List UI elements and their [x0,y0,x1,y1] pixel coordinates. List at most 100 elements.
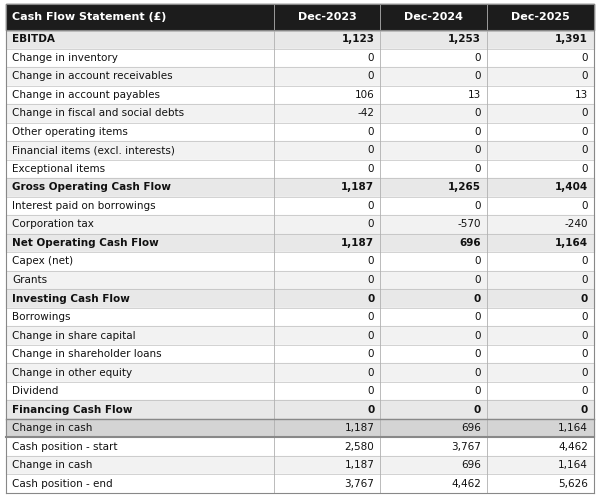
Text: 0: 0 [368,275,374,285]
Text: 0: 0 [367,294,374,304]
Text: 0: 0 [368,386,374,396]
Text: Corporation tax: Corporation tax [12,220,94,230]
Text: 0: 0 [475,164,481,174]
Text: 0: 0 [368,312,374,322]
Bar [6,289,594,308]
Text: 0: 0 [581,275,588,285]
Bar [6,160,594,178]
Text: Dec-2025: Dec-2025 [511,12,570,22]
Text: 0: 0 [368,256,374,266]
Text: 1,187: 1,187 [344,460,374,470]
Text: 0: 0 [474,405,481,414]
Text: 3,767: 3,767 [344,479,374,489]
Text: 696: 696 [461,423,481,433]
Text: Gross Operating Cash Flow: Gross Operating Cash Flow [12,182,171,192]
Text: 1,391: 1,391 [555,34,588,44]
Text: 696: 696 [460,238,481,248]
Text: Cash position - end: Cash position - end [12,479,113,489]
Bar [6,308,594,327]
Text: 0: 0 [581,146,588,156]
Text: 0: 0 [581,331,588,340]
Text: Net Operating Cash Flow: Net Operating Cash Flow [12,238,159,248]
Text: Cash position - start: Cash position - start [12,442,118,452]
Text: -240: -240 [565,220,588,230]
Text: 0: 0 [581,386,588,396]
Text: 0: 0 [581,349,588,359]
Text: Change in share capital: Change in share capital [12,331,136,340]
Bar [6,123,594,141]
Text: 0: 0 [581,368,588,378]
Text: 1,187: 1,187 [341,182,374,192]
Text: 0: 0 [475,146,481,156]
Text: Cash Flow Statement (£): Cash Flow Statement (£) [12,12,166,22]
Text: 1,123: 1,123 [341,34,374,44]
Bar [6,49,594,67]
Text: 0: 0 [581,127,588,137]
Text: Dividend: Dividend [12,386,58,396]
Bar [6,363,594,382]
Text: 0: 0 [368,53,374,63]
Bar [6,382,594,401]
Text: 0: 0 [475,71,481,82]
Text: Exceptional items: Exceptional items [12,164,105,174]
Bar [6,234,594,252]
Text: Change in fiscal and social debts: Change in fiscal and social debts [12,108,184,118]
Text: 0: 0 [581,108,588,118]
Text: Change in account receivables: Change in account receivables [12,71,173,82]
Text: 0: 0 [475,386,481,396]
Text: Other operating items: Other operating items [12,127,128,137]
Text: 0: 0 [581,53,588,63]
Text: Change in cash: Change in cash [12,423,92,433]
Text: 2,580: 2,580 [344,442,374,452]
Bar [6,327,594,345]
Text: 0: 0 [581,405,588,414]
Text: 1,164: 1,164 [558,423,588,433]
Text: Investing Cash Flow: Investing Cash Flow [12,294,130,304]
Bar [6,197,594,215]
Bar [6,85,594,104]
Bar [6,437,594,456]
Bar [6,419,594,437]
Text: 0: 0 [475,108,481,118]
Bar [6,401,594,419]
Text: Change in account payables: Change in account payables [12,90,160,100]
Text: 1,265: 1,265 [448,182,481,192]
Text: -570: -570 [458,220,481,230]
Text: 0: 0 [475,331,481,340]
Text: 13: 13 [468,90,481,100]
Text: 4,462: 4,462 [558,442,588,452]
Text: -42: -42 [358,108,374,118]
Bar [6,271,594,289]
Text: Financial items (excl. interests): Financial items (excl. interests) [12,146,175,156]
Text: 0: 0 [475,201,481,211]
Bar [6,456,594,475]
Text: Borrowings: Borrowings [12,312,71,322]
Bar [6,141,594,160]
Bar [6,30,594,49]
Text: 1,253: 1,253 [448,34,481,44]
Text: Interest paid on borrowings: Interest paid on borrowings [12,201,155,211]
Text: Financing Cash Flow: Financing Cash Flow [12,405,133,414]
Text: 0: 0 [581,256,588,266]
Text: 0: 0 [474,294,481,304]
Text: 0: 0 [368,71,374,82]
Text: Grants: Grants [12,275,47,285]
Text: 4,462: 4,462 [451,479,481,489]
Text: Dec-2024: Dec-2024 [404,12,463,22]
Text: 0: 0 [368,127,374,137]
Text: 0: 0 [475,275,481,285]
Text: 0: 0 [368,220,374,230]
Text: Capex (net): Capex (net) [12,256,73,266]
Text: 0: 0 [368,349,374,359]
Text: Dec-2023: Dec-2023 [298,12,356,22]
Bar [6,178,594,197]
Bar [6,252,594,271]
Text: 0: 0 [367,405,374,414]
Text: 106: 106 [355,90,374,100]
Bar [6,4,594,30]
Bar [6,104,594,123]
Text: 0: 0 [475,368,481,378]
Text: 0: 0 [368,331,374,340]
Text: 0: 0 [581,71,588,82]
Text: Change in shareholder loans: Change in shareholder loans [12,349,161,359]
